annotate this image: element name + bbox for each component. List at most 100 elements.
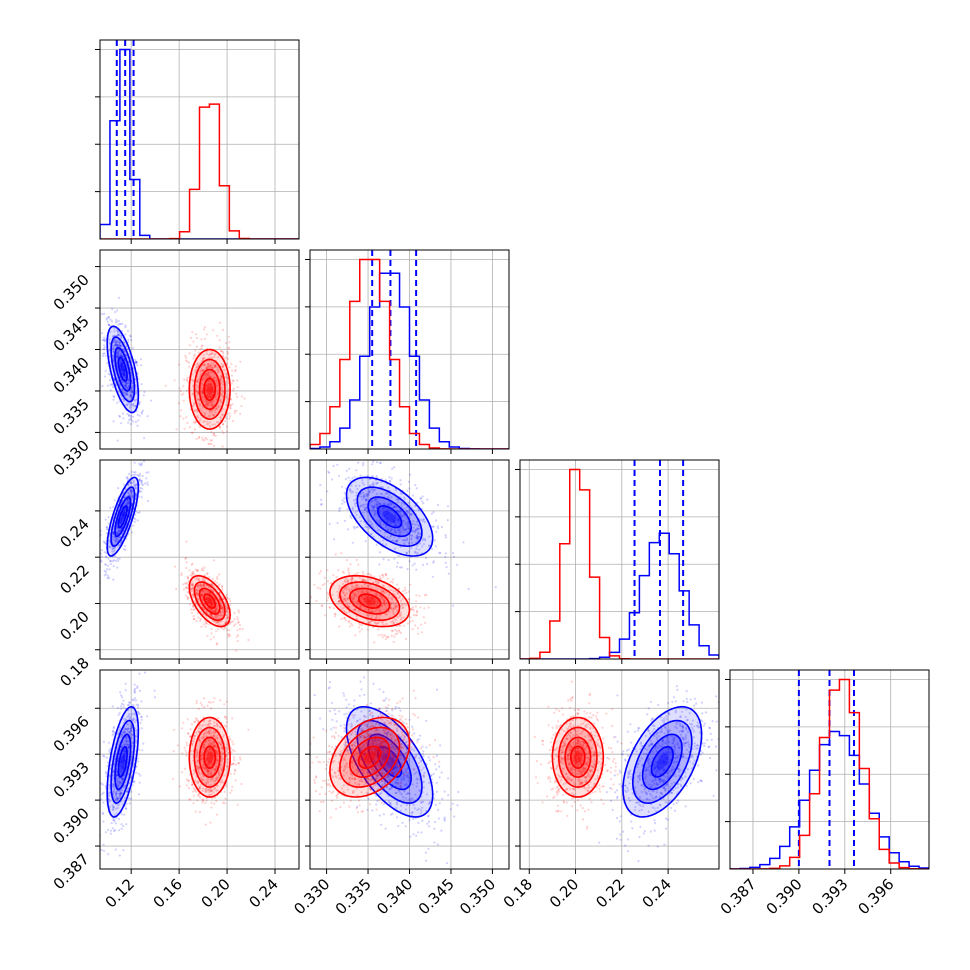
scatter-point [201,593,204,596]
scatter-point [416,544,419,548]
scatter-point [372,481,375,484]
scatter-point [115,340,119,344]
scatter-point [138,712,141,715]
scatter-point [389,580,393,583]
contour-red [188,348,231,430]
scatter-point [118,803,121,806]
scatter-point [345,600,348,603]
scatter-point [199,374,202,377]
scatter-point [383,600,386,604]
scatter-point [108,546,111,549]
scatter-point [366,493,369,496]
scatter-point [121,514,124,518]
scatter-point [103,336,106,339]
scatter-point [125,393,128,396]
scatter-point [120,364,123,367]
scatter-point [343,579,347,582]
scatter-point [194,333,198,336]
scatter-point [210,603,213,606]
scatter-point [380,589,383,592]
scatter-point [122,548,125,551]
scatter-point [415,534,418,538]
scatter-point [107,557,110,560]
scatter-point [121,696,124,699]
scatter-point [129,394,132,398]
scatter-point [201,594,204,597]
scatter-point [127,377,130,380]
scatter-point [226,390,229,393]
scatter-point [196,416,199,419]
scatter-point [105,756,108,759]
scatter-point [352,525,355,529]
scatter-point [452,552,455,555]
scatter-point [200,409,203,412]
scatter-point [377,582,380,585]
scatter-point [205,352,208,355]
scatter-point [202,353,205,357]
scatter-point [408,542,411,545]
scatter-point [385,613,388,616]
scatter-point [191,571,194,574]
scatter-point [227,633,230,636]
scatter-point [129,489,132,492]
scatter-point [374,592,377,595]
scatter-point [208,576,211,579]
scatter-point [223,420,227,423]
scatter-point [120,364,123,367]
scatter-point [201,369,204,372]
scatter-point [351,490,354,493]
scatter-point [213,620,216,623]
scatter-point [206,634,209,638]
scatter-point [218,573,221,576]
scatter-point [359,474,362,477]
scatter-point [354,498,357,501]
scatter-point [417,527,420,530]
scatter-point [108,373,112,376]
scatter-point [196,379,199,382]
scatter-point [354,504,357,507]
scatter-point [123,496,126,499]
density-fill-red [189,575,231,627]
scatter-point [110,382,114,385]
density-fill-red [204,378,216,401]
scatter-point [208,400,211,403]
scatter-point [121,390,124,393]
scatter-point [214,610,217,613]
scatter-point [372,597,376,600]
scatter-point [403,542,406,545]
scatter-point [345,559,349,562]
scatter-point [367,591,370,594]
scatter-point [375,614,378,618]
scatter-point [124,548,127,551]
scatter-point [218,400,221,403]
scatter-point [191,593,194,596]
scatter-point [102,801,105,804]
scatter-point [186,421,189,425]
scatter-point [201,344,204,347]
scatter-point [395,498,398,501]
density-fill-red [206,383,213,396]
scatter-point [361,590,364,593]
scatter-point [342,571,345,574]
scatter-point [374,622,377,625]
scatter-point [185,566,188,570]
scatter-point [138,400,141,404]
scatter-point [349,489,352,493]
scatter-point [139,721,142,725]
scatter-point [343,497,346,500]
scatter-point [347,476,350,479]
scatter-point [203,413,206,416]
scatter-point [130,531,134,534]
scatter-point [191,593,194,597]
scatter-point [206,363,210,366]
scatter-point [197,590,200,593]
scatter-point [190,611,194,614]
scatter-point [207,414,210,418]
scatter-point [393,530,396,533]
scatter-point [177,363,181,366]
scatter-point [222,369,225,372]
scatter-point [227,635,230,638]
scatter-point [226,350,229,353]
scatter-point [232,387,235,390]
scatter-point [220,627,223,630]
